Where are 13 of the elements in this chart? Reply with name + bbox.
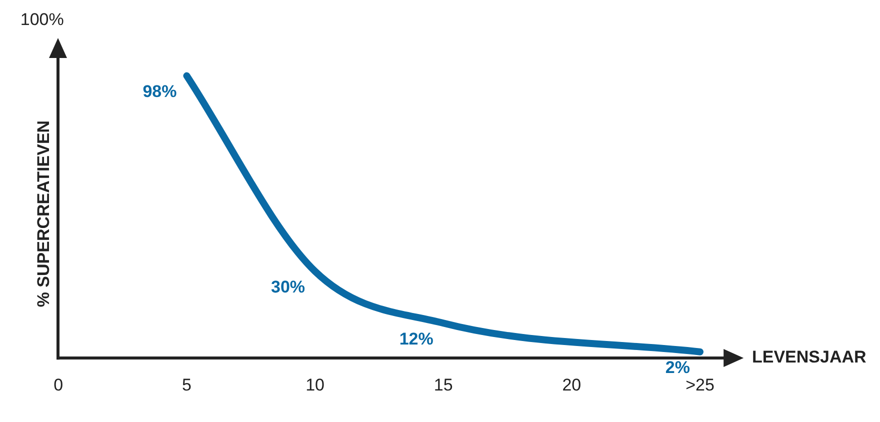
x-tick-label: 5 — [182, 375, 192, 394]
x-tick-label: 0 — [54, 375, 64, 394]
y-axis-title: % SUPERCREATIEVEN — [34, 120, 53, 308]
x-tick-label: 15 — [434, 375, 453, 394]
x-tick-label: 10 — [306, 375, 324, 394]
data-label: 2% — [665, 358, 690, 378]
x-axis-title: LEVENSJAAR — [752, 347, 866, 366]
data-label: 12% — [399, 329, 434, 348]
x-tick-label: 20 — [562, 375, 582, 394]
data-label: 30% — [271, 278, 306, 297]
x-tick-label: >25 — [686, 375, 714, 394]
text: 100% — [20, 10, 64, 30]
data-label: 98% — [142, 82, 177, 101]
